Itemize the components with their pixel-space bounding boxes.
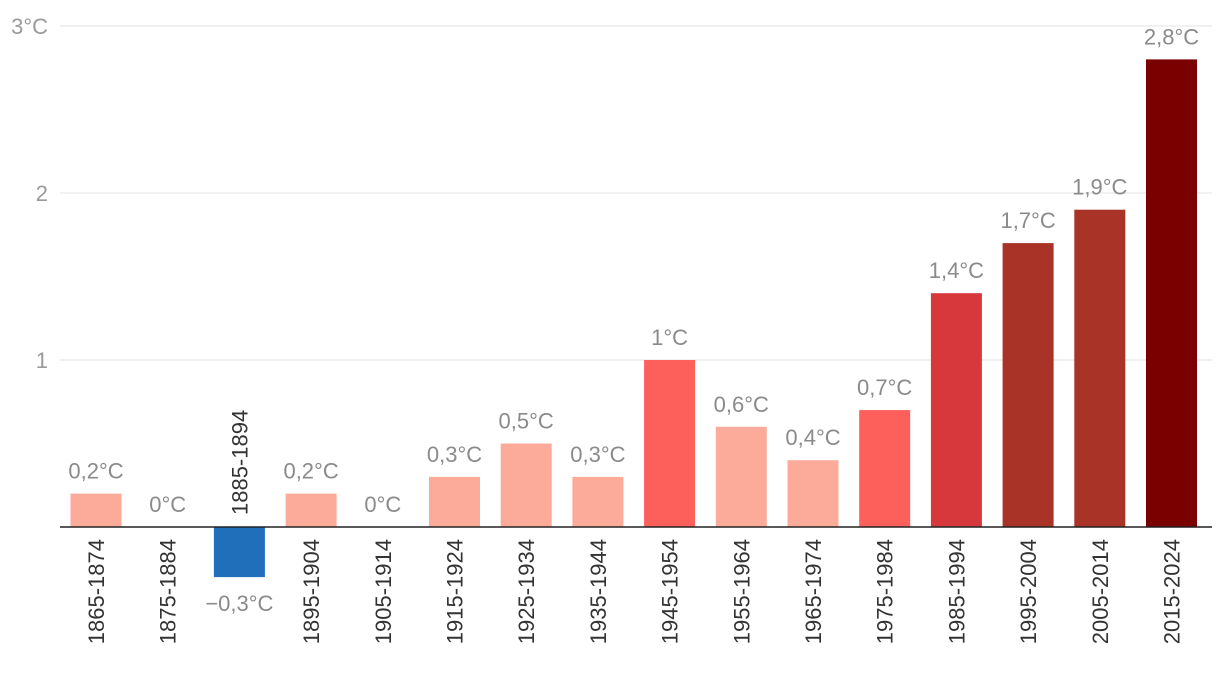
bar-1975-1984 [859, 410, 911, 527]
category-labels: 1865-1874 1875-1884 1885-1894 1895-1904 1905… [84, 410, 1185, 644]
category-label: 2005-2014 [1088, 539, 1113, 644]
bar-1985-1994 [930, 293, 982, 527]
data-label: 0,2°C [283, 459, 338, 484]
data-label: −0,3°C [205, 591, 273, 616]
data-label: 0,5°C [499, 409, 554, 434]
category-label: 1925-1934 [514, 539, 539, 644]
data-label: 1,7°C [1000, 208, 1055, 233]
data-label: 2,8°C [1144, 24, 1199, 49]
bar-1925-1934 [500, 443, 552, 527]
bar-1995-2004 [1002, 243, 1054, 527]
category-label: 1955-1964 [729, 539, 754, 644]
category-label: 1865-1874 [84, 539, 109, 644]
bar-1935-1944 [572, 476, 624, 527]
data-label: 1°C [651, 325, 688, 350]
category-label: 1965-1974 [801, 539, 826, 644]
category-label: 1905-1914 [371, 539, 396, 644]
category-label: 1995-2004 [1016, 539, 1041, 644]
y-tick-label: 1 [36, 348, 48, 373]
category-label: 1945-1954 [658, 539, 683, 644]
category-label: 1885-1894 [227, 410, 252, 515]
data-label: 0,6°C [714, 392, 769, 417]
category-label: 1915-1924 [443, 539, 468, 644]
category-label: 1875-1884 [156, 539, 181, 644]
data-label: 0,7°C [857, 375, 912, 400]
data-labels: 0,2°C 0°C −0,3°C 0,2°C 0°C 0,3°C 0,5°C 0,3°C 1°C… [68, 24, 1199, 616]
y-tick-label: 3°C [11, 14, 48, 39]
y-axis-tick-labels: 1 2 3°C [11, 14, 48, 373]
bar-1955-1964 [715, 426, 767, 527]
bar-1885-1894 [213, 527, 265, 578]
data-label: 0,3°C [427, 442, 482, 467]
bar-1945-1954 [644, 360, 696, 527]
data-label: 1,4°C [929, 258, 984, 283]
data-label: 0°C [149, 492, 186, 517]
category-label: 1895-1904 [299, 539, 324, 644]
data-label: 0,4°C [785, 425, 840, 450]
bar-1895-1904 [285, 493, 337, 527]
data-label: 0,2°C [68, 459, 123, 484]
data-label: 0,3°C [570, 442, 625, 467]
data-label: 1,9°C [1072, 175, 1127, 200]
bar-2015-2024 [1146, 59, 1197, 528]
y-tick-label: 2 [36, 181, 48, 206]
category-label: 1985-1994 [944, 539, 969, 644]
category-label: 1935-1944 [586, 539, 611, 644]
bar-1915-1924 [429, 476, 480, 527]
bars [70, 59, 1197, 578]
category-label: 2015-2024 [1160, 539, 1185, 644]
category-label: 1975-1984 [873, 539, 898, 644]
bar-1965-1974 [787, 460, 839, 527]
bar-2005-2014 [1074, 209, 1126, 527]
bar-1865-1874 [70, 493, 122, 527]
data-label: 0°C [364, 492, 401, 517]
